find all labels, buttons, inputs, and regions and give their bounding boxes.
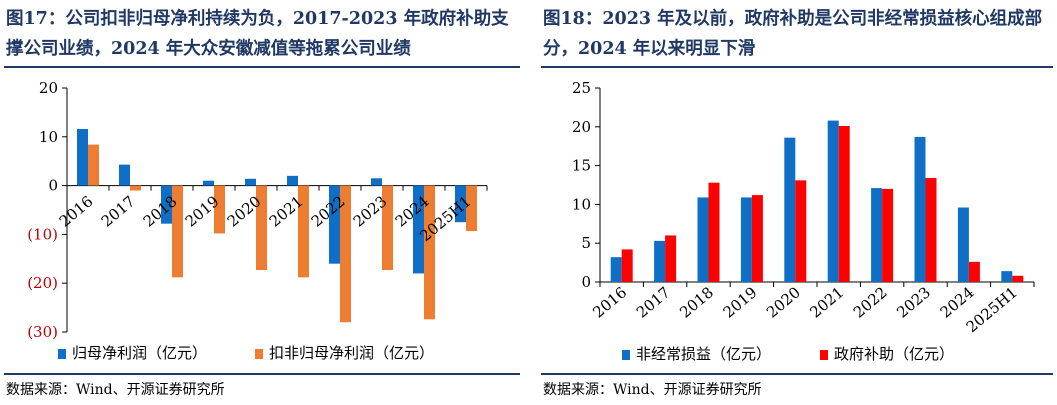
bar-series2-2023 xyxy=(382,185,393,271)
x-tick-label: 2016 xyxy=(56,192,97,230)
source-rule xyxy=(541,373,1053,375)
x-tick-label: 2016 xyxy=(589,283,630,321)
x-tick-label: 2023 xyxy=(893,283,934,321)
y-tick-label: 20 xyxy=(39,79,58,97)
y-tick-label: 10 xyxy=(572,195,591,213)
y-tick-label: 10 xyxy=(39,128,58,146)
bar-series2-2024 xyxy=(424,185,435,320)
bar-series1-2016 xyxy=(610,257,622,282)
bar-series1-2018 xyxy=(161,185,172,224)
bar-series1-2021 xyxy=(827,120,839,282)
y-tick-label: 25 xyxy=(572,79,591,97)
bar-series1-2019 xyxy=(740,197,752,282)
y-tick-label: (30) xyxy=(27,323,58,341)
y-tick-label: 0 xyxy=(581,273,591,291)
y-tick-label: (20) xyxy=(27,274,58,292)
legend-swatch xyxy=(820,350,828,360)
title-rule xyxy=(4,66,520,68)
x-tick-label: 2022 xyxy=(850,283,891,321)
bar-series1-2017 xyxy=(654,240,666,282)
y-tick-label: 20 xyxy=(572,118,591,136)
bar-series1-2022 xyxy=(871,188,883,282)
title-rule xyxy=(541,66,1053,68)
bar-series1-2017 xyxy=(119,164,130,186)
bar-series1-2025h1 xyxy=(455,185,466,223)
bar-series1-2024 xyxy=(957,207,969,282)
x-tick-label: 2017 xyxy=(633,283,674,321)
bar-series2-2023 xyxy=(925,178,937,282)
figure-18-panel: 图18：2023 年及以前，政府补助是公司非经常损益核心组成部分，2024 年以… xyxy=(537,0,1057,405)
bar-series1-2021 xyxy=(287,175,298,186)
legend-swatch xyxy=(58,349,66,359)
y-tick-label: 5 xyxy=(581,234,591,252)
bar-series1-2025h1 xyxy=(1001,271,1013,282)
figure-17-source: 数据来源：Wind、开源证券研究所 xyxy=(6,382,225,398)
bar-series2-2022 xyxy=(340,185,351,323)
x-tick-label: 2020 xyxy=(763,283,804,321)
bar-series2-2018 xyxy=(708,182,720,282)
bar-series1-2023 xyxy=(914,136,926,282)
bar-series1-2020 xyxy=(784,137,796,282)
bar-series2-2019 xyxy=(214,185,225,234)
x-tick-label: 2018 xyxy=(676,283,717,321)
legend-label: 非经常损益（亿元） xyxy=(636,345,771,363)
x-tick-label: 2019 xyxy=(720,283,761,321)
source-rule xyxy=(4,373,520,375)
bar-series1-2016 xyxy=(77,128,88,186)
bar-series1-2018 xyxy=(697,197,709,282)
bar-series2-2021 xyxy=(298,185,309,278)
bar-series1-2020 xyxy=(245,178,256,186)
figure-18-source: 数据来源：Wind、开源证券研究所 xyxy=(543,382,762,398)
bar-series2-2024 xyxy=(968,261,980,282)
figure-17-panel: 图17：公司扣非归母净利持续为负，2017-2023 年政府补助支撑公司业绩，2… xyxy=(0,0,524,405)
legend-label: 政府补助（亿元） xyxy=(834,345,954,363)
y-tick-label: 15 xyxy=(572,157,591,175)
bar-series2-2025h1 xyxy=(466,185,477,231)
bar-series2-2025h1 xyxy=(1012,275,1024,282)
bar-series1-2022 xyxy=(329,185,340,264)
bar-series2-2016 xyxy=(88,144,99,186)
legend-swatch xyxy=(622,350,630,360)
bar-series2-2019 xyxy=(751,195,763,282)
bar-series2-2017 xyxy=(130,185,141,191)
legend-swatch xyxy=(255,349,263,359)
bar-series1-2024 xyxy=(413,185,424,274)
bar-series2-2021 xyxy=(838,126,850,282)
y-tick-label: 0 xyxy=(48,177,58,195)
bar-series1-2023 xyxy=(371,178,382,186)
bar-series2-2017 xyxy=(665,235,677,282)
figure-18-title: 图18：2023 年及以前，政府补助是公司非经常损益核心组成部分，2024 年以… xyxy=(543,9,1043,59)
figure-17-title: 图17：公司扣非归母净利持续为负，2017-2023 年政府补助支撑公司业绩，2… xyxy=(6,9,509,59)
bar-series2-2022 xyxy=(882,188,894,282)
bar-series1-2019 xyxy=(203,180,214,186)
x-tick-label: 2021 xyxy=(806,283,847,321)
bar-series2-2018 xyxy=(172,185,183,278)
bar-series2-2020 xyxy=(256,185,267,271)
bar-series2-2020 xyxy=(795,180,807,282)
x-tick-label: 2017 xyxy=(98,192,139,230)
y-tick-label: (10) xyxy=(27,225,58,243)
legend-label: 扣非归母净利润（亿元） xyxy=(269,344,434,362)
legend-label: 归母净利润（亿元） xyxy=(72,344,207,362)
bar-series2-2016 xyxy=(621,249,633,282)
